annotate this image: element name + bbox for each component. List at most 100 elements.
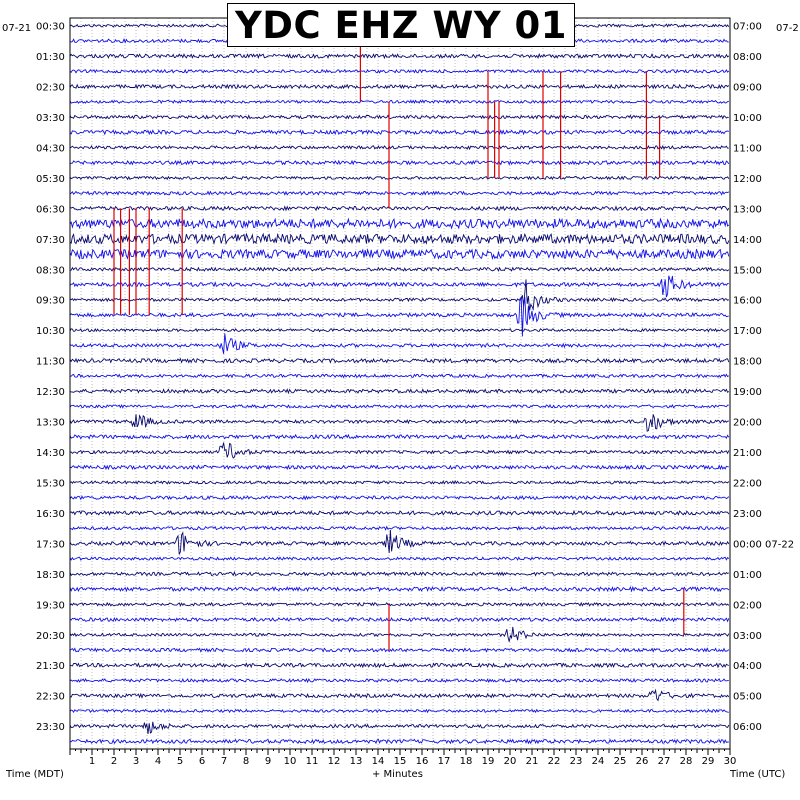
left-time-label: 09:30 — [36, 296, 65, 307]
x-axis-ticks: 1 2 3 4 5 6 7 8 9 10 11 12 13 14 15 16 17 18 19 20 21 22 23 24 2… — [69, 749, 737, 767]
trace-line — [70, 266, 730, 272]
right-time-label: 20:00 — [733, 418, 762, 429]
trace-line — [69, 357, 730, 364]
trace-line — [69, 190, 730, 196]
left-axis-label: Time (MDT) — [5, 769, 64, 780]
trace-line — [69, 279, 730, 311]
trace-line — [69, 556, 730, 561]
right-time-label: 13:00 — [733, 204, 762, 215]
left-time-label: 16:30 — [36, 509, 65, 520]
left-time-label: 22:30 — [36, 692, 65, 703]
x-tick-label: 24 — [592, 756, 605, 767]
x-tick-label: 30 — [724, 756, 737, 767]
right-time-label: 19:00 — [733, 387, 762, 398]
right-time-label: 09:00 — [733, 83, 762, 94]
trace-line — [69, 175, 730, 181]
left-time-label: 18:30 — [36, 570, 65, 581]
chart-title: YDC EHZ WY 01 — [227, 3, 575, 47]
left-time-label: 07:30 — [36, 235, 65, 246]
x-tick-label: 16 — [416, 756, 429, 767]
left-time-label: 11:30 — [36, 357, 65, 368]
right-time-label: 08:00 — [733, 52, 762, 63]
x-tick-label: 8 — [243, 756, 249, 767]
date-left-label: 07-21 — [2, 23, 31, 34]
left-time-label: 17:30 — [36, 539, 65, 550]
trace-line — [69, 68, 730, 74]
trace-line — [69, 480, 730, 485]
right-time-label: 05:00 — [733, 692, 762, 703]
trace-line — [69, 529, 730, 555]
x-tick-label: 2 — [111, 756, 117, 767]
right-axis-label: Time (UTC) — [729, 769, 785, 780]
x-tick-label: 28 — [680, 756, 693, 767]
x-tick-label: 27 — [658, 756, 671, 767]
right-time-label: 15:00 — [733, 265, 762, 276]
left-time-label: 14:30 — [36, 448, 65, 459]
time-labels: 00:30 01:30 02:30 03:30 04:30 05:30 06:30 07:30… — [36, 22, 794, 734]
x-tick-label: 23 — [570, 756, 583, 767]
trace-line — [69, 494, 730, 501]
trace-line — [69, 83, 730, 90]
trace-line — [69, 662, 729, 669]
trace-line — [69, 99, 729, 105]
trace-line — [69, 248, 730, 261]
trace-line — [69, 275, 729, 298]
x-tick-label: 15 — [394, 756, 407, 767]
left-time-label: 08:30 — [36, 265, 65, 276]
trace-line — [69, 708, 729, 714]
right-time-label: 04:00 — [733, 661, 762, 672]
left-time-label: 01:30 — [36, 52, 65, 63]
right-time-label: 03:00 — [733, 631, 762, 642]
right-time-label: 23:00 — [733, 509, 762, 520]
trace-line — [69, 525, 729, 531]
left-time-label: 19:30 — [36, 600, 65, 611]
right-time-label: 14:00 — [733, 235, 762, 246]
x-axis-label: + Minutes — [372, 769, 423, 780]
left-time-label: 15:30 — [36, 478, 65, 489]
right-time-label: 01:00 — [733, 570, 762, 581]
trace-line — [69, 327, 729, 333]
right-time-label: 00:00 07-22 — [733, 539, 794, 550]
left-time-label: 03:30 — [36, 113, 65, 124]
trace-line — [69, 570, 730, 577]
trace-line — [69, 114, 729, 120]
trace-line — [69, 601, 730, 607]
left-time-label: 04:30 — [36, 143, 65, 154]
trace-line — [69, 403, 729, 409]
x-tick-label: 22 — [548, 756, 561, 767]
left-time-label: 13:30 — [36, 418, 65, 429]
left-time-label: 06:30 — [36, 204, 65, 215]
left-time-label: 02:30 — [36, 83, 65, 94]
date-right-label: 07-2 — [776, 23, 799, 34]
right-time-label: 22:00 — [733, 478, 762, 489]
trace-line — [69, 647, 730, 653]
right-time-label: 17:00 — [733, 326, 762, 337]
trace-line — [69, 677, 729, 684]
trace-line — [69, 414, 729, 432]
x-tick-label: 5 — [177, 756, 183, 767]
x-tick-label: 17 — [438, 756, 451, 767]
x-tick-label: 4 — [155, 756, 161, 767]
left-time-label: 00:30 — [36, 22, 65, 33]
x-tick-label: 14 — [372, 756, 385, 767]
trace-line — [70, 373, 730, 379]
x-tick-label: 11 — [306, 756, 319, 767]
trace-line — [69, 626, 730, 642]
trace-line — [69, 388, 730, 395]
x-tick-label: 21 — [526, 756, 539, 767]
trace-line — [69, 333, 729, 354]
right-time-label: 12:00 — [733, 174, 762, 185]
trace-line — [69, 464, 729, 471]
right-time-label: 10:00 — [733, 113, 762, 124]
x-tick-label: 18 — [460, 756, 473, 767]
trace-line — [69, 205, 730, 212]
trace-line — [69, 144, 729, 151]
trace-line — [69, 217, 730, 230]
right-time-label: 02:00 — [733, 600, 762, 611]
left-time-label: 10:30 — [36, 326, 65, 337]
trace-line — [69, 52, 730, 60]
trace-line — [69, 232, 730, 246]
right-time-label: 11:00 — [733, 143, 762, 154]
left-time-label: 21:30 — [36, 661, 65, 672]
